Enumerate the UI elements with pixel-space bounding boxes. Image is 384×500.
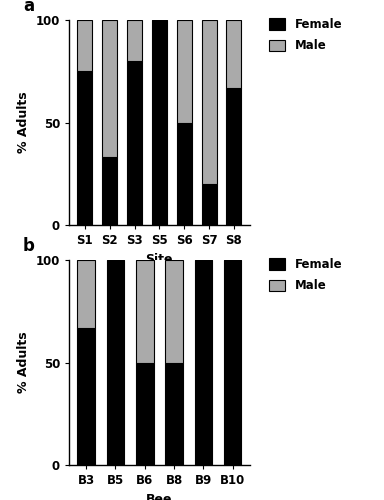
Bar: [202, 20, 217, 184]
Bar: [165, 260, 183, 362]
Bar: [177, 20, 192, 122]
Bar: [77, 260, 95, 328]
Bar: [202, 184, 217, 225]
Y-axis label: % Adults: % Adults: [17, 92, 30, 154]
Bar: [107, 260, 124, 465]
Bar: [195, 260, 212, 465]
Bar: [152, 20, 167, 225]
Bar: [127, 61, 142, 225]
Bar: [224, 260, 242, 465]
Bar: [227, 20, 242, 87]
Text: a: a: [23, 0, 34, 15]
Bar: [165, 362, 183, 465]
Bar: [227, 88, 242, 225]
Bar: [136, 362, 154, 465]
Y-axis label: % Adults: % Adults: [17, 332, 30, 394]
Bar: [102, 20, 117, 158]
Text: b: b: [23, 237, 35, 255]
Bar: [77, 71, 92, 225]
X-axis label: Site: Site: [146, 252, 173, 266]
Bar: [77, 328, 95, 465]
Bar: [127, 20, 142, 61]
X-axis label: Bee: Bee: [146, 492, 173, 500]
Bar: [177, 122, 192, 225]
Legend: Female, Male: Female, Male: [266, 256, 345, 294]
Legend: Female, Male: Female, Male: [266, 16, 345, 54]
Bar: [102, 158, 117, 225]
Bar: [136, 260, 154, 362]
Bar: [77, 20, 92, 71]
